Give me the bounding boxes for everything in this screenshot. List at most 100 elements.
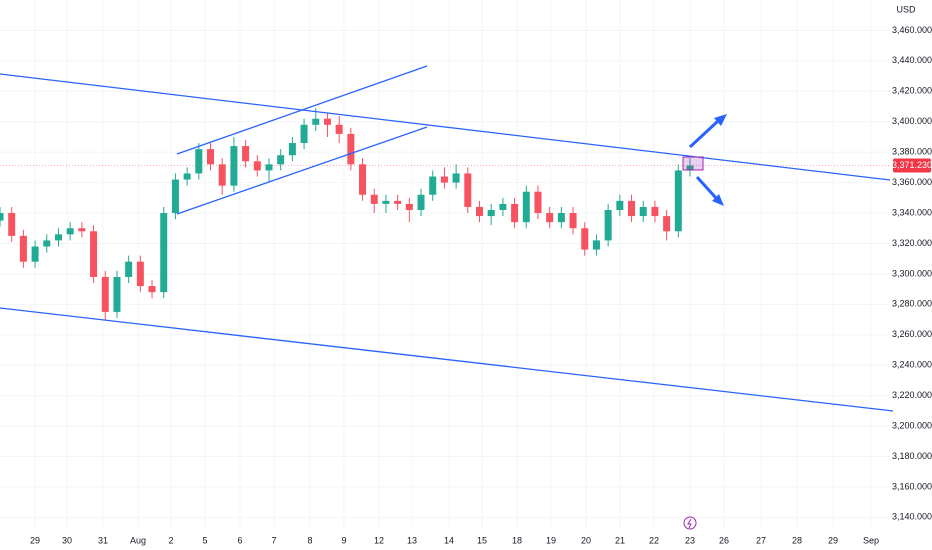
trend-line — [0, 307, 894, 412]
candle-body — [382, 200, 390, 204]
x-tick-label: 23 — [685, 535, 695, 545]
price-axis: USD 3,140.000 3,160.000 3,180.000 3,200.000… — [30, 4, 932, 545]
x-tick-label: 20 — [581, 535, 591, 545]
candle-body — [19, 235, 27, 262]
candle-body — [359, 164, 367, 195]
x-tick-label: 26 — [719, 535, 729, 545]
grid — [0, 0, 890, 528]
candle-body — [639, 206, 647, 217]
candle-body — [686, 165, 694, 171]
arrow — [695, 175, 718, 200]
candle-body — [452, 173, 460, 183]
candle-body — [288, 143, 296, 156]
x-tick-label: 6 — [237, 535, 242, 545]
candle-body — [464, 173, 472, 207]
candle-body — [417, 194, 425, 210]
x-tick-label: 7 — [272, 535, 277, 545]
x-tick-label: 30 — [62, 535, 72, 545]
y-tick-label: 3,300.000 — [892, 268, 932, 278]
candle-body — [581, 228, 589, 250]
drawings — [0, 65, 894, 530]
candle-body — [663, 216, 671, 232]
candle-body — [511, 203, 519, 223]
candle-body — [347, 133, 355, 165]
candle-body — [651, 206, 659, 217]
y-tick-label: 3,440.000 — [892, 55, 932, 65]
last-price-label: 3,371.230 — [892, 160, 932, 170]
y-tick-label: 3,420.000 — [892, 86, 932, 96]
x-tick-label: 8 — [308, 535, 313, 545]
candle-body — [522, 191, 530, 223]
candle-body — [148, 286, 156, 293]
candle-body — [323, 118, 331, 125]
candle-body — [125, 261, 133, 277]
candle-body — [253, 161, 261, 171]
x-tick-label: 29 — [30, 535, 40, 545]
candle-body — [546, 213, 554, 223]
y-tick-label: 3,280.000 — [892, 299, 932, 309]
candle-body — [90, 231, 98, 277]
candle-body — [113, 276, 121, 312]
candle-body — [300, 124, 308, 144]
candle-body — [569, 213, 577, 229]
x-tick-label: 22 — [649, 535, 659, 545]
candle-body — [160, 213, 168, 293]
event-icon[interactable] — [683, 516, 697, 530]
x-tick-label: 31 — [98, 535, 108, 545]
y-tick-label: 3,380.000 — [892, 147, 932, 157]
candle-body — [557, 213, 565, 223]
candle-body — [440, 176, 448, 183]
y-tick-label: 3,360.000 — [892, 177, 932, 187]
y-tick-label: 3,220.000 — [892, 390, 932, 400]
x-tick-label: 12 — [374, 535, 384, 545]
x-tick-label: 27 — [756, 535, 766, 545]
candle-body — [487, 209, 495, 217]
candle-body — [207, 149, 215, 165]
y-tick-label: 3,260.000 — [892, 329, 932, 339]
y-tick-label: 3,340.000 — [892, 207, 932, 217]
y-tick-label: 3,240.000 — [892, 360, 932, 370]
candle-body — [195, 149, 203, 174]
candle-body — [534, 191, 542, 214]
event-icon-bolt — [687, 518, 692, 529]
candle-body — [230, 146, 238, 186]
candle-body — [242, 146, 250, 162]
x-tick-label: 15 — [477, 535, 487, 545]
candle-body — [604, 209, 612, 241]
y-tick-label: 3,140.000 — [892, 512, 932, 522]
x-tick-label: 2 — [168, 535, 173, 545]
candle-body — [277, 155, 285, 165]
y-tick-label: 3,400.000 — [892, 116, 932, 126]
candle-body — [54, 234, 62, 241]
candle-body — [265, 164, 273, 171]
candle-body — [136, 261, 144, 287]
candle-body — [31, 246, 39, 262]
candle-body — [429, 176, 437, 195]
x-tick-label: 29 — [828, 535, 838, 545]
candles — [0, 108, 694, 320]
candle-body — [43, 240, 51, 247]
x-tick-label: 21 — [615, 535, 625, 545]
candle-body — [476, 206, 484, 217]
y-tick-label: 3,180.000 — [892, 451, 932, 461]
candle-body — [183, 173, 191, 180]
arrow-head — [714, 114, 727, 126]
x-tick-label: 5 — [203, 535, 208, 545]
arrow-head — [712, 194, 724, 206]
y-tick-label: 3,460.000 — [892, 25, 932, 35]
y-tick-label: 3,160.000 — [892, 481, 932, 491]
x-tick-label: 9 — [341, 535, 346, 545]
trend-line — [176, 126, 428, 215]
candle-body — [628, 200, 636, 217]
x-tick-label: 18 — [512, 535, 522, 545]
candle-body — [66, 228, 74, 235]
y-tick-label: 3,200.000 — [892, 420, 932, 430]
candle-body — [592, 240, 600, 250]
trend-line — [0, 73, 891, 181]
candle-body — [370, 194, 378, 204]
x-tick-label: 19 — [546, 535, 556, 545]
candle-body — [78, 228, 86, 232]
x-tick-label: 13 — [407, 535, 417, 545]
